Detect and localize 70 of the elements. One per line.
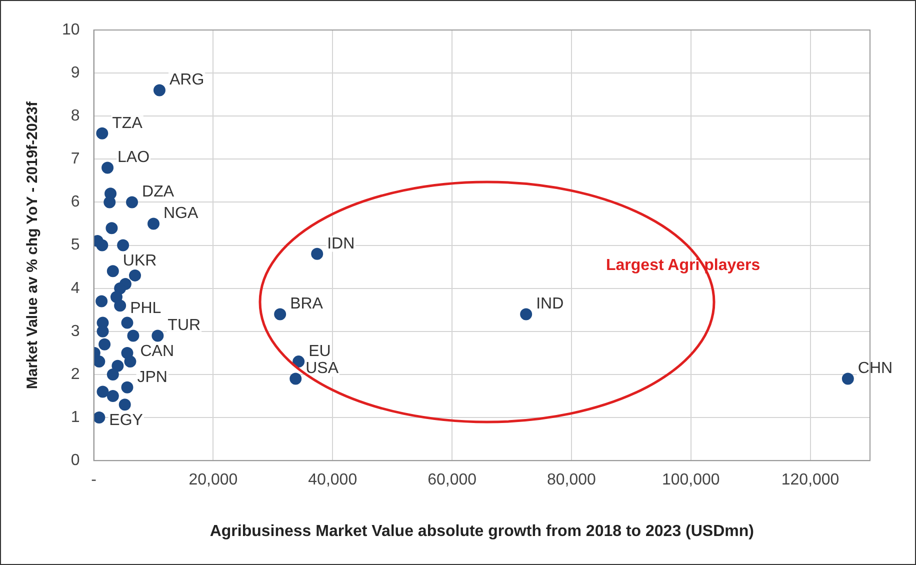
point (128, 269, 141, 282)
point (127, 330, 140, 342)
point (842, 372, 854, 385)
point (121, 381, 134, 394)
point (124, 356, 136, 368)
point (274, 308, 286, 320)
point (112, 360, 124, 372)
point (114, 300, 126, 312)
annotation: CAN (140, 342, 174, 360)
point (94, 356, 106, 368)
point (106, 368, 119, 380)
y-tick-label: 6 (70, 194, 80, 211)
annotation: LAO (118, 149, 150, 166)
annotation: EGY (109, 412, 144, 429)
point (520, 308, 532, 320)
x-axis-title: Agribusiness Market Value absolute growth from 2018 to 2023 (USDmn) (210, 522, 754, 540)
x-tick-label: - (91, 472, 96, 489)
annotation: DZA (142, 184, 174, 201)
annotation: IND (536, 296, 564, 313)
x-tick-label: 40,000 (308, 472, 358, 489)
annotation: EU (308, 342, 331, 360)
y-tick-label: 8 (70, 108, 80, 125)
x-tick-label: 120,000 (781, 472, 840, 489)
point (292, 356, 305, 368)
point (96, 239, 108, 252)
annotation: ARG (169, 72, 204, 89)
y-axis-title: Market Value av % chg YoY - 2019f-2023f (24, 100, 42, 390)
point (106, 222, 118, 234)
annotation: CHN (858, 360, 893, 378)
annotation: UKR (122, 252, 157, 270)
point (117, 239, 130, 252)
annotation: PHL (130, 300, 162, 317)
y-tick-label: 7 (70, 150, 80, 168)
annotation: TZA (112, 114, 143, 132)
point (96, 386, 109, 398)
point (311, 248, 324, 260)
point (152, 330, 164, 342)
annotation: Largest Agri players (606, 257, 760, 275)
y-tick-label: 3 (70, 322, 80, 340)
point (121, 316, 134, 329)
y-tick-label: 0 (70, 452, 80, 470)
y-tick-label: 1 (70, 408, 80, 426)
y-tick-label: 4 (70, 280, 80, 297)
annotation: IDN (327, 235, 355, 252)
x-tick-label: 20,000 (188, 472, 238, 489)
annotation: NGA (164, 205, 199, 222)
point (148, 218, 160, 230)
point (153, 84, 166, 96)
point (118, 398, 131, 411)
point (96, 295, 108, 308)
annotation: TUR (168, 317, 201, 334)
x-tick-label: 60,000 (428, 472, 477, 489)
point (102, 162, 114, 174)
y-tick-label: 9 (70, 64, 80, 82)
y-tick-label: 5 (70, 236, 80, 254)
annotation: USA (306, 360, 339, 378)
point (106, 265, 119, 278)
point (94, 412, 106, 424)
annotation: JPN (137, 368, 168, 386)
point (106, 390, 119, 402)
x-tick-label: 100,000 (662, 472, 720, 489)
point (290, 372, 302, 385)
x-tick-label: 80,000 (546, 472, 596, 489)
point (126, 196, 138, 208)
y-tick-label: 10 (62, 21, 80, 38)
y-tick-label: 2 (70, 366, 80, 383)
point (104, 196, 116, 208)
point (96, 127, 108, 140)
annotation: BRA (290, 296, 324, 313)
point (98, 338, 111, 350)
